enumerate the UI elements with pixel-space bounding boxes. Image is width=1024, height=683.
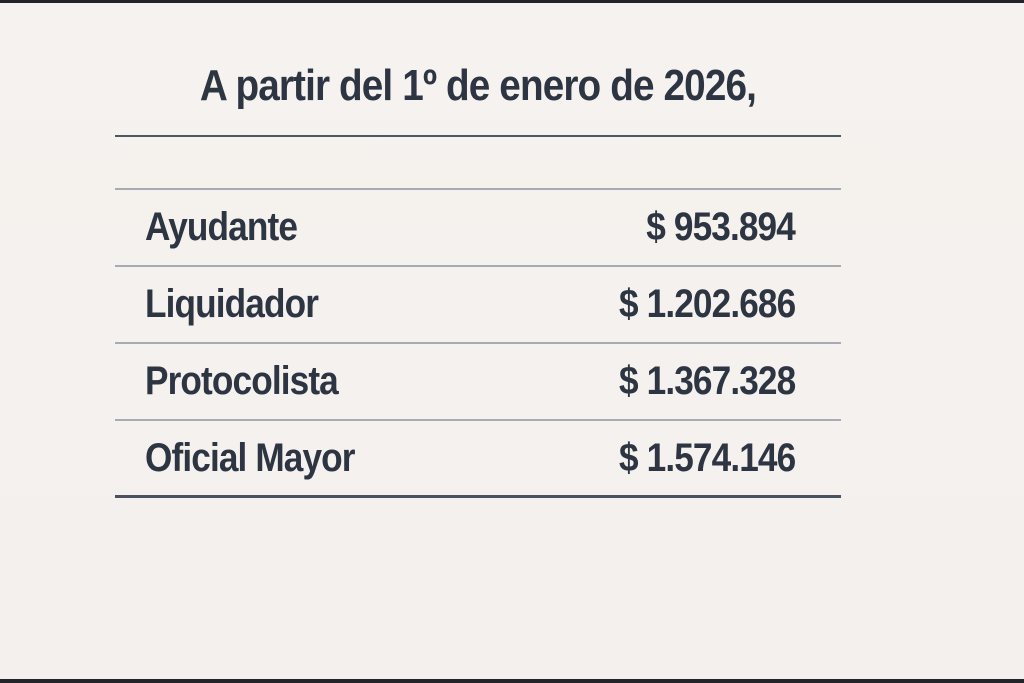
table-row: Ayudante $ 953.894 [115, 190, 841, 267]
table-row: Oficial Mayor $ 1.574.146 [115, 421, 841, 498]
title-underline-rule [115, 135, 841, 137]
row-label: Oficial Mayor [145, 435, 355, 480]
page-title-text: A partir del 1º de enero de 2026, [199, 61, 757, 110]
row-label: Ayudante [145, 205, 298, 249]
salary-table: Ayudante $ 953.894 Liquidador $ 1.202.68… [115, 188, 841, 498]
row-value: $ 1.202.686 [618, 282, 796, 326]
page-title: A partir del 1º de enero de 2026, [115, 60, 841, 112]
top-letterbox-bar [0, 0, 1024, 3]
table-row: Protocolista $ 1.367.328 [115, 344, 841, 421]
table-row: Liquidador $ 1.202.686 [115, 267, 841, 344]
row-value: $ 1.574.146 [618, 435, 796, 480]
row-label: Liquidador [145, 282, 319, 326]
bottom-letterbox-bar [0, 679, 1024, 683]
row-value: $ 1.367.328 [618, 359, 796, 403]
row-value: $ 953.894 [646, 205, 796, 249]
row-label: Protocolista [145, 359, 339, 403]
